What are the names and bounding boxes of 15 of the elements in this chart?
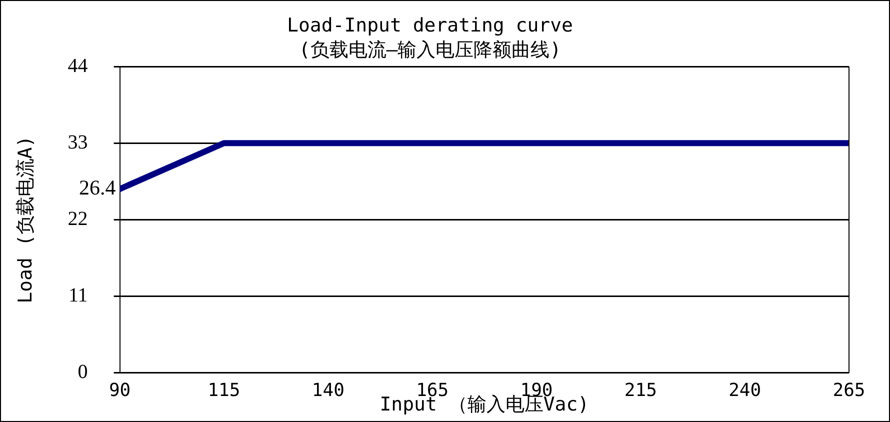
x-tick-label: 140 <box>312 380 344 402</box>
x-tick-label: 115 <box>208 380 240 402</box>
y-axis-title: Load (负载电流A) <box>14 136 36 304</box>
y-tick-label: 11 <box>68 284 88 306</box>
chart-subtitle: (负载电流—输入电压降额曲线) <box>298 39 562 62</box>
y-tick-label: 22 <box>68 208 88 230</box>
y-tick-label: 0 <box>78 360 88 383</box>
x-tick-label: 240 <box>728 380 762 402</box>
chart-title: Load-Input derating curve <box>287 14 573 36</box>
y-tick-label: 33 <box>68 131 88 154</box>
y-tick-label: 44 <box>68 54 88 77</box>
annotation: 26.4 <box>79 176 116 200</box>
x-tick-label: 215 <box>624 380 657 402</box>
x-tick-label: 90 <box>108 380 131 402</box>
x-tick-label: 265 <box>832 380 866 402</box>
